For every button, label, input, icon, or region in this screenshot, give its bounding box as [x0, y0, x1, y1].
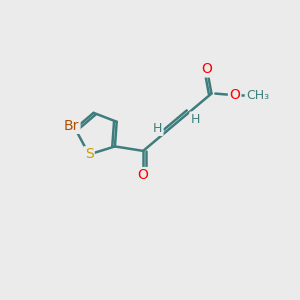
- Text: H: H: [190, 113, 200, 126]
- Text: H: H: [153, 122, 162, 135]
- Text: O: O: [202, 62, 212, 76]
- Text: O: O: [229, 88, 240, 102]
- Text: CH₃: CH₃: [246, 88, 269, 102]
- Text: S: S: [85, 148, 93, 161]
- Text: O: O: [138, 168, 148, 182]
- Text: Br: Br: [64, 118, 79, 133]
